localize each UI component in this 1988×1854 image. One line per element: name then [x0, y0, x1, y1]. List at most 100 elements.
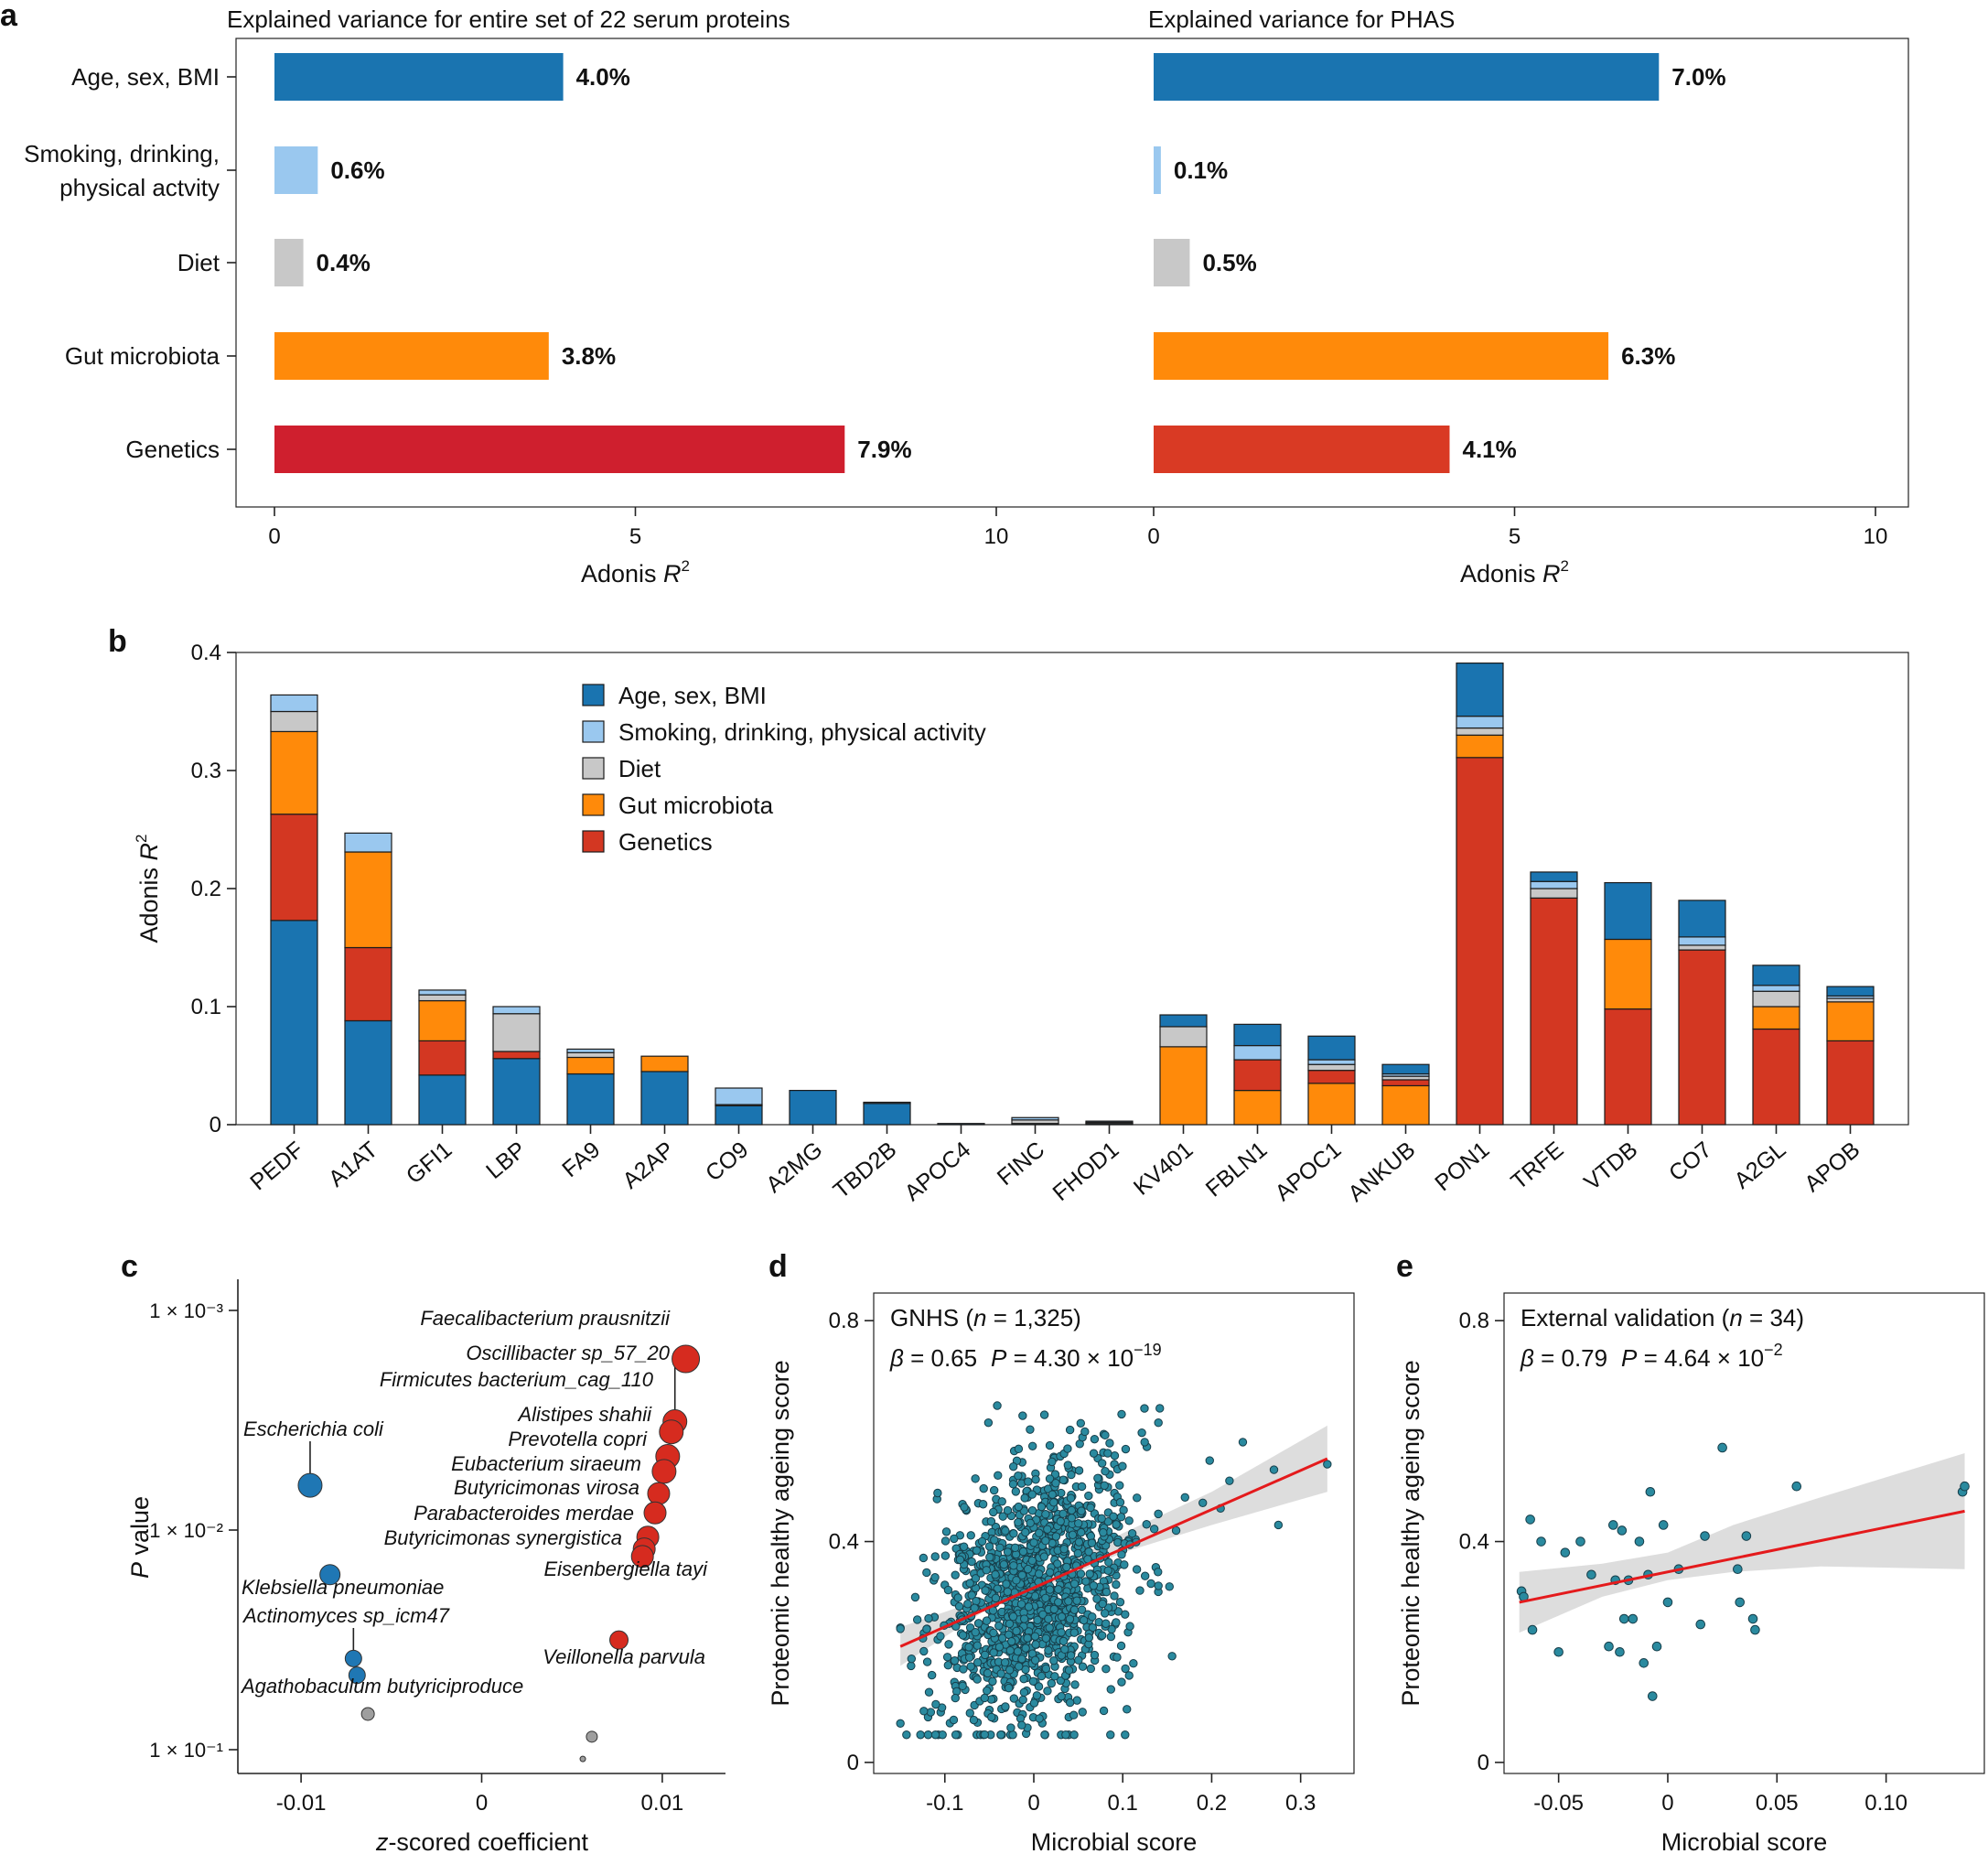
bar-segment [1604, 938, 1652, 1010]
data-point [1112, 1618, 1121, 1627]
data-point [1026, 1518, 1035, 1528]
p-exponent: −19 [1134, 1341, 1162, 1359]
data-point [963, 1600, 973, 1609]
data-point [1003, 1547, 1013, 1557]
data-point [1097, 1459, 1107, 1468]
x-tick-label: APOC1 [1270, 1137, 1346, 1206]
bar-segment [418, 999, 467, 1042]
stacked-bar-a2gl: A2GL [1729, 965, 1800, 1194]
data-point [1086, 1531, 1096, 1541]
bar-segment [1530, 871, 1578, 882]
data-point [1142, 1520, 1151, 1529]
x-axis-label: Adonis R2 [581, 557, 690, 587]
data-point [1065, 1698, 1075, 1708]
category-label: Age, sex, BMI [71, 63, 220, 91]
panel-label-a: a [0, 0, 18, 33]
data-point [1084, 1547, 1093, 1557]
bar-segment [715, 1105, 763, 1126]
bar-segment [344, 946, 392, 1022]
data-point [951, 1693, 960, 1703]
data-point [969, 1715, 979, 1725]
data-point [1019, 1614, 1029, 1623]
bar-segment [492, 1058, 541, 1126]
data-point [1103, 1566, 1112, 1575]
x-tick-label: FBLN1 [1201, 1137, 1273, 1202]
data-point [348, 1666, 366, 1685]
data-point [910, 1592, 920, 1602]
x-axis-label-italic: R [663, 560, 682, 587]
bar-segment [1678, 949, 1726, 1126]
category-label: Gut microbiota [65, 342, 220, 370]
point-label: Escherichia coli [243, 1417, 384, 1440]
data-point [1018, 1695, 1027, 1705]
data-point [1695, 1619, 1706, 1630]
data-point [1031, 1640, 1040, 1649]
data-point [1700, 1531, 1710, 1541]
x-tick-label: 0 [1147, 524, 1159, 549]
data-point [1117, 1550, 1126, 1559]
data-point [1081, 1577, 1091, 1586]
bar-segment [1307, 1083, 1356, 1126]
data-point [1100, 1481, 1109, 1491]
bar-segment [1678, 936, 1726, 946]
data-point [344, 1649, 362, 1667]
data-point [1146, 1579, 1155, 1589]
bar-segment [1381, 1079, 1430, 1087]
bar-segment [270, 710, 318, 733]
data-point [1132, 1565, 1142, 1574]
data-point [1074, 1537, 1084, 1547]
data-point [965, 1579, 974, 1588]
data-point [1079, 1615, 1089, 1625]
data-point [924, 1613, 933, 1623]
data-point [1002, 1579, 1011, 1589]
data-point [1058, 1475, 1068, 1484]
data-point [1041, 1633, 1051, 1644]
data-point [984, 1542, 994, 1551]
data-point [1117, 1677, 1126, 1687]
data-point [1050, 1672, 1059, 1681]
data-point [1064, 1597, 1073, 1606]
data-point [958, 1631, 968, 1640]
data-point [1093, 1473, 1102, 1482]
annotation-text: External validation ( [1521, 1304, 1730, 1331]
annotation-beta: β = 0.79 [1520, 1344, 1607, 1372]
stacked-bar-apob: APOB [1800, 986, 1875, 1197]
data-point [1045, 1568, 1055, 1577]
data-point [1109, 1512, 1118, 1521]
data-point [1088, 1611, 1097, 1622]
stacked-bar-lbp: LBP [481, 1006, 541, 1184]
data-point [951, 1730, 961, 1740]
data-point [1617, 1525, 1628, 1536]
legend-swatch [582, 684, 605, 706]
data-point [1034, 1682, 1044, 1691]
data-point [1628, 1613, 1639, 1624]
panel-d: 0 0.4 0.8 -0.1 0 0.1 0.2 0.3 Microbial score Prot… [767, 1292, 1355, 1854]
bar-segment [1826, 986, 1875, 997]
data-point [1067, 1470, 1076, 1480]
data-point [922, 1568, 931, 1578]
y-tick-label: 1 × 10⁻¹ [149, 1739, 223, 1762]
data-point [1009, 1694, 1019, 1703]
data-point [1041, 1536, 1050, 1546]
data-point [1180, 1493, 1189, 1502]
panel-a-chart-2: Explained variance for PHAS 7.0% 0.1% 0.5% 6… [1147, 5, 1887, 587]
data-point [1000, 1658, 1010, 1667]
bar-segment [863, 1101, 911, 1105]
data-point [941, 1527, 951, 1536]
data-point [1054, 1598, 1063, 1607]
bar-segment [1530, 897, 1578, 1126]
bar-segment [344, 851, 392, 949]
data-point [1099, 1527, 1108, 1537]
annotation-text: = 1,325) [986, 1304, 1080, 1331]
legend-swatch [582, 757, 605, 780]
panel-e-frame [1503, 1292, 1985, 1774]
data-point [1021, 1527, 1030, 1537]
data-point [1097, 1631, 1107, 1640]
data-point [1586, 1569, 1596, 1580]
bar-4 [274, 332, 549, 380]
data-point [1039, 1552, 1049, 1561]
data-point [651, 1459, 677, 1484]
x-axis-label-superscript: 2 [682, 557, 690, 575]
data-point [970, 1603, 979, 1612]
bar-segment [640, 1055, 689, 1073]
